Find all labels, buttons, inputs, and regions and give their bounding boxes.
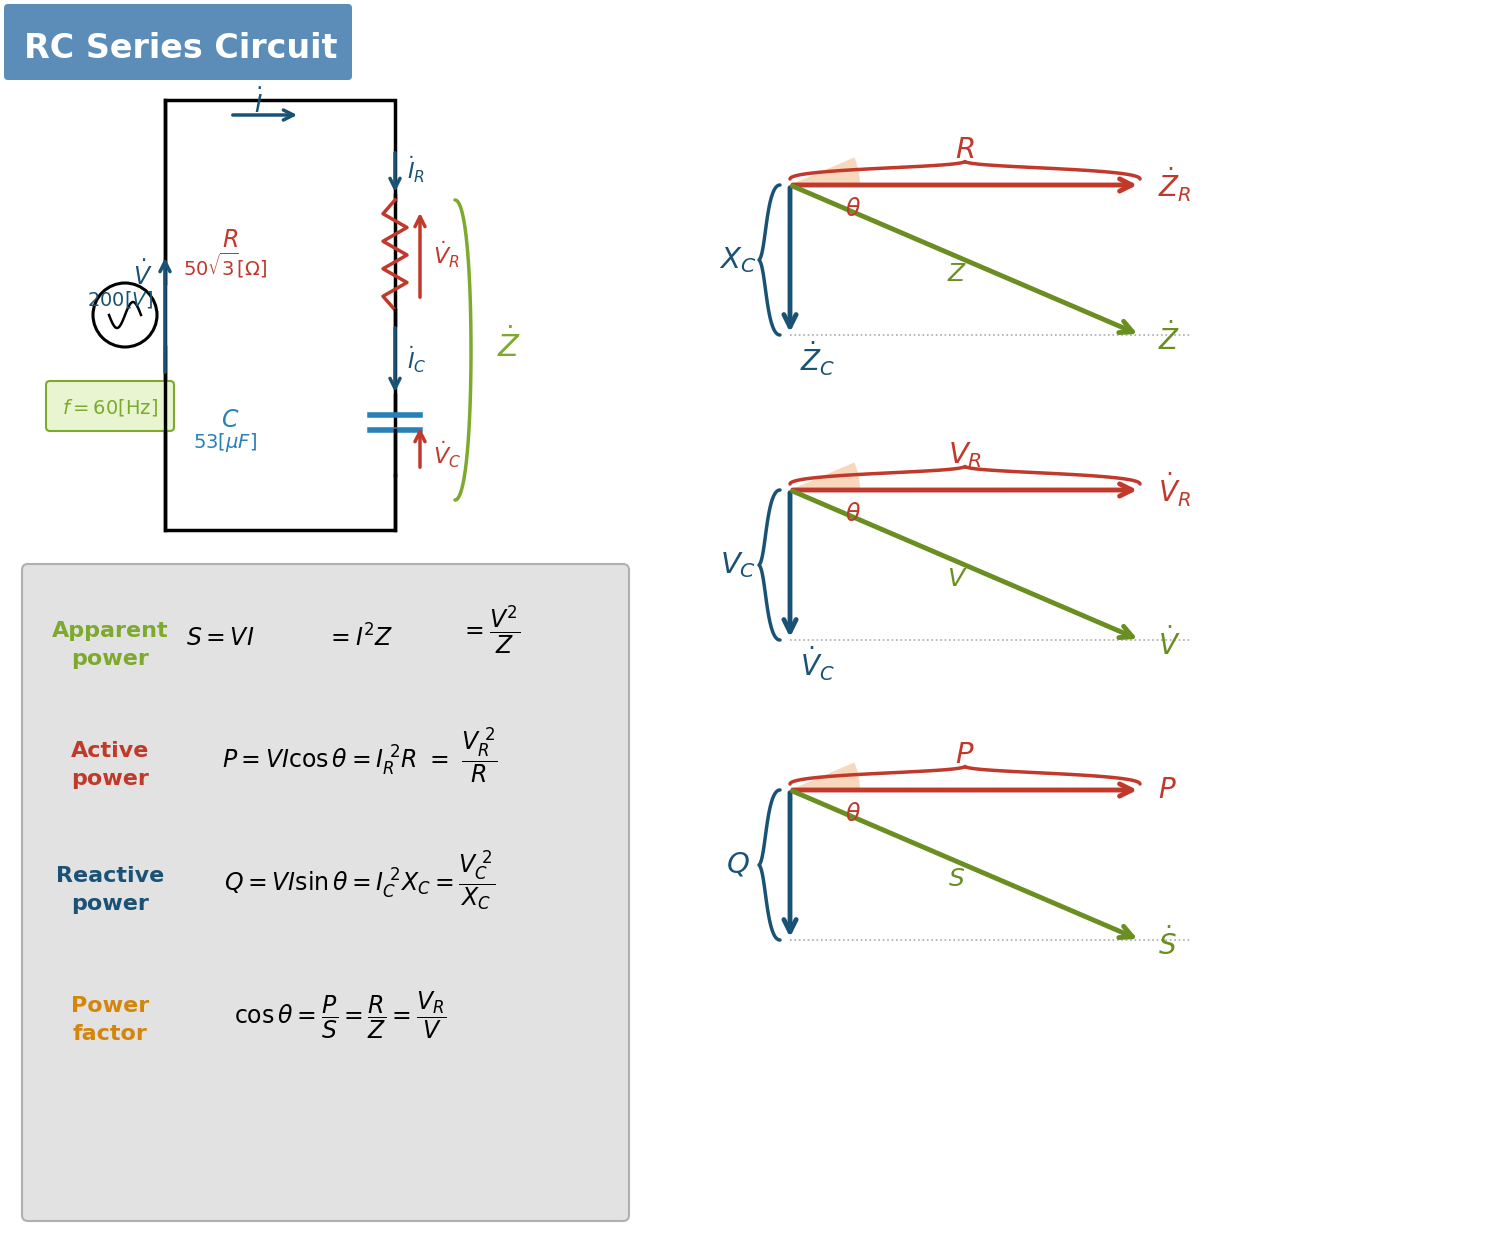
Text: $V_C$: $V_C$	[720, 550, 757, 580]
Text: $53[\mu F]$: $53[\mu F]$	[193, 432, 257, 454]
FancyBboxPatch shape	[47, 381, 174, 430]
Text: $\dot{I}_R$: $\dot{I}_R$	[408, 154, 426, 185]
Text: $\dot{Z}$: $\dot{Z}$	[1158, 322, 1181, 356]
Text: $\cos\theta = \dfrac{P}{S} = \dfrac{R}{Z} = \dfrac{V_R}{V}$: $\cos\theta = \dfrac{P}{S} = \dfrac{R}{Z…	[233, 989, 447, 1041]
Text: Power
factor: Power factor	[71, 996, 149, 1044]
Text: $Q$: $Q$	[726, 851, 750, 880]
FancyBboxPatch shape	[23, 564, 629, 1222]
Text: $= I^2Z$: $= I^2Z$	[326, 624, 394, 652]
Text: $\dot{V}_C$: $\dot{V}_C$	[800, 644, 835, 683]
Text: Apparent
power: Apparent power	[51, 621, 168, 669]
Text: $\dot{I}_C$: $\dot{I}_C$	[408, 345, 427, 376]
Text: $f = 60[\mathrm{Hz}]$: $f = 60[\mathrm{Hz}]$	[62, 397, 158, 418]
Text: $200[V]$: $200[V]$	[87, 290, 153, 311]
Text: $\dot{Z}$: $\dot{Z}$	[496, 327, 520, 363]
Text: $\dot{V}_R$: $\dot{V}_R$	[1158, 471, 1191, 509]
Text: $C$: $C$	[221, 408, 239, 432]
Text: $P$: $P$	[955, 741, 975, 769]
Text: $\dot{S}$: $\dot{S}$	[1158, 927, 1176, 960]
Wedge shape	[790, 463, 860, 490]
Wedge shape	[790, 158, 860, 185]
Text: $P$: $P$	[1158, 776, 1176, 804]
Text: Active
power: Active power	[71, 741, 149, 789]
Text: $=\dfrac{V^2}{Z}$: $=\dfrac{V^2}{Z}$	[460, 603, 520, 657]
Text: $\theta$: $\theta$	[845, 503, 860, 526]
Text: $Z$: $Z$	[948, 262, 967, 286]
Text: $R$: $R$	[223, 228, 238, 253]
Text: $Q = VI\sin\theta = I_C^{\ 2}X_C = \dfrac{V_C^{\ 2}}{X_C}$: $Q = VI\sin\theta = I_C^{\ 2}X_C = \dfra…	[224, 848, 495, 912]
Text: $\theta$: $\theta$	[845, 197, 860, 221]
Text: $P = VI\cos\theta = I_R^{\ 2}R\ =\ \dfrac{V_R^{\ 2}}{R}$: $P = VI\cos\theta = I_R^{\ 2}R\ =\ \dfra…	[223, 725, 498, 785]
Text: $S = VI$: $S = VI$	[186, 626, 254, 651]
Text: RC Series Circuit: RC Series Circuit	[24, 31, 337, 65]
Text: $50\sqrt{3}[\Omega]$: $50\sqrt{3}[\Omega]$	[183, 250, 268, 280]
Text: $\dot{V}_C$: $\dot{V}_C$	[433, 439, 462, 470]
Text: $\dot{V}_R$: $\dot{V}_R$	[433, 240, 460, 270]
Bar	[165, 100, 396, 530]
Text: $\dot{Z}_C$: $\dot{Z}_C$	[800, 340, 835, 378]
Text: $X_C$: $X_C$	[719, 245, 757, 275]
Text: $V$: $V$	[946, 567, 967, 591]
Text: $V_R$: $V_R$	[948, 440, 982, 470]
Text: $\theta$: $\theta$	[845, 802, 860, 826]
Text: $\dot{Z}_R$: $\dot{Z}_R$	[1158, 165, 1191, 204]
Text: Reactive
power: Reactive power	[56, 866, 164, 914]
Text: $S$: $S$	[949, 867, 966, 891]
Text: $\dot{I}$: $\dot{I}$	[254, 88, 262, 118]
Text: $R$: $R$	[955, 136, 975, 164]
FancyBboxPatch shape	[5, 4, 352, 80]
Text: $\dot{V}$: $\dot{V}$	[134, 260, 153, 290]
Text: $\dot{V}$: $\dot{V}$	[1158, 627, 1181, 661]
Wedge shape	[790, 763, 860, 790]
